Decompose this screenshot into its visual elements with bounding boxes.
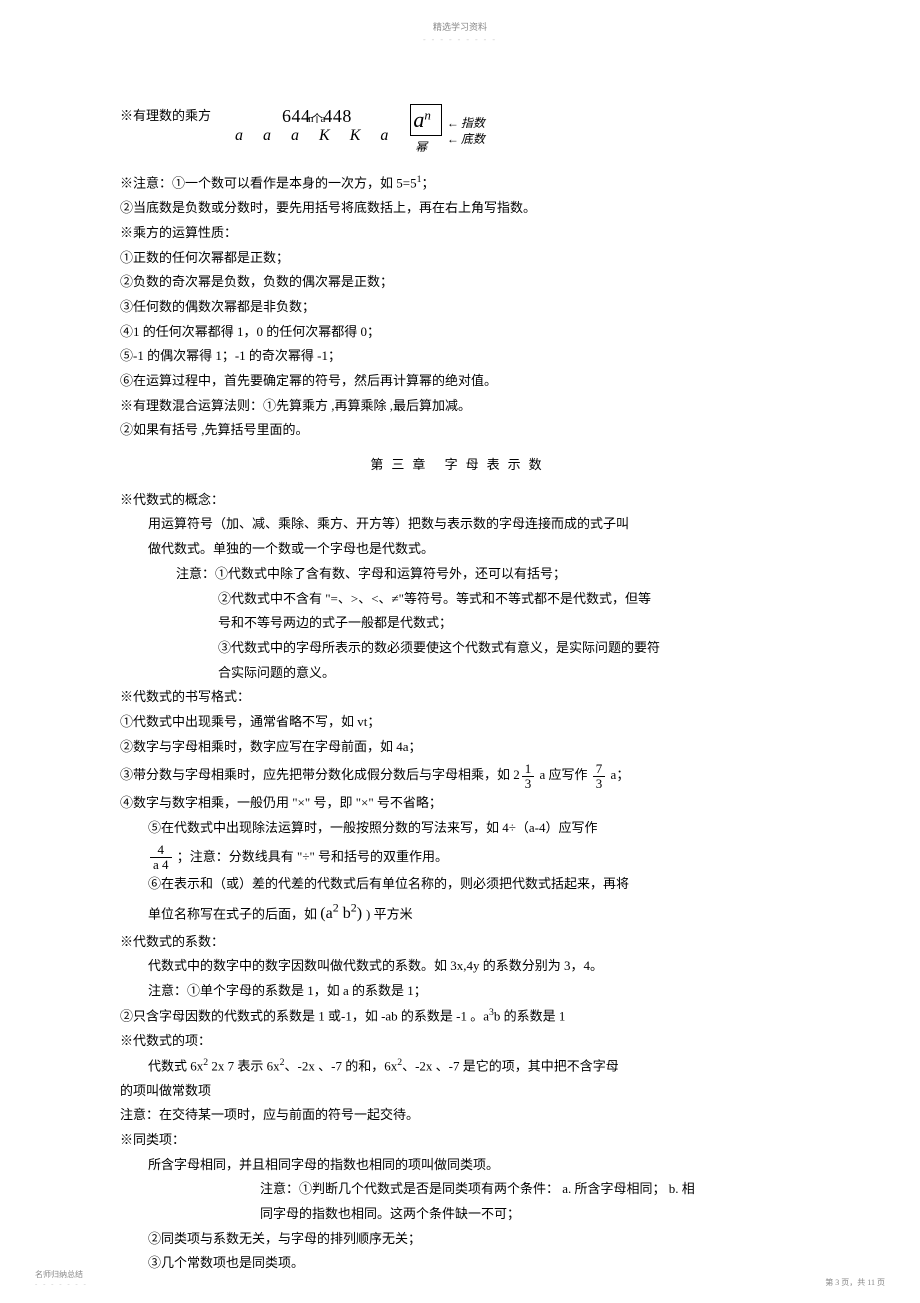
text-line: ※代数式的系数： — [120, 930, 800, 955]
power-under-label: 幂 — [400, 136, 442, 159]
text-line: ※同类项： — [120, 1128, 800, 1153]
text-line: 号和不等号两边的式子一般都是代数式； — [120, 611, 800, 636]
exponent-label: 指数 — [447, 116, 485, 132]
text-line: ②负数的奇次幂是负数，负数的偶次幂是正数； — [120, 270, 800, 295]
text-line: ※注意：①一个数可以看作是本身的一次方，如 5=51； — [120, 171, 800, 196]
text-line: 注意：①代数式中除了含有数、字母和运算符号外，还可以有括号； — [120, 562, 800, 587]
text-line: ⑥在运算过程中，首先要确定幂的符号，然后再计算幂的绝对值。 — [120, 369, 800, 394]
text-line: ※乘方的运算性质： — [120, 221, 800, 246]
text-line: ③任何数的偶数次幂都是非负数； — [120, 295, 800, 320]
text-line: 做代数式。单独的一个数或一个字母也是代数式。 — [120, 537, 800, 562]
text-line: ※代数式的书写格式： — [120, 685, 800, 710]
text-line: ④1 的任何次幂都得 1，0 的任何次幂都得 0； — [120, 320, 800, 345]
text-line-fraction: 4a 4 ；注意：分数线具有 "÷" 号和括号的双重作用。 — [120, 841, 800, 873]
fraction: 73 — [593, 762, 606, 792]
text-line: 注意：在交待某一项时，应与前面的符号一起交待。 — [120, 1103, 800, 1128]
brace-content: a a a K K a — [231, 121, 400, 151]
formula-row: ※有理数的乘方 6 4 4n个a4 4 8 a a a K K a an 幂 指… — [120, 104, 800, 159]
text-line: ②如果有括号 ,先算括号里面的。 — [120, 418, 800, 443]
text-line: 单位名称写在式子的后面，如 (a2 b2) ) 平方米 — [120, 897, 800, 930]
text-line: 用运算符号（加、减、乘除、乘方、开方等）把数与表示数的字母连接而成的式子叫 — [120, 512, 800, 537]
text-line: ①代数式中出现乘号，通常省略不写，如 vt； — [120, 710, 800, 735]
text-line: ⑤在代数式中出现除法运算时，一般按照分数的写法来写，如 4÷（a-4）应写作 — [120, 816, 800, 841]
text-line: ②同类项与系数无关，与字母的排列顺序无关； — [120, 1227, 800, 1252]
power-box: an — [410, 104, 442, 136]
text-line: ※代数式的项： — [120, 1029, 800, 1054]
footer-right: 第 3 页，共 11 页 — [825, 1277, 885, 1288]
text-line: ②只含字母因数的代数式的系数是 1 或-1，如 -ab 的系数是 -1 。a3b… — [120, 1004, 800, 1029]
header-text: 精选学习资料 — [120, 20, 800, 33]
text-line: ③代数式中的字母所表示的数必须要使这个代数式有意义，是实际问题的要符 — [120, 636, 800, 661]
text-line: ④数字与数字相乘，一般仍用 "×" 号，即 "×" 号不省略； — [120, 791, 800, 816]
text-line: 注意：①判断几个代数式是否是同类项有两个条件： a. 所含字母相同； b. 相 — [120, 1177, 800, 1202]
text-line-fraction: ③带分数与字母相乘时，应先把带分数化成假分数后与字母相乘，如 213 a 应写作… — [120, 759, 800, 791]
text-line: ③几个常数项也是同类项。 — [120, 1251, 800, 1276]
text-line: 注意：①单个字母的系数是 1，如 a 的系数是 1； — [120, 979, 800, 1004]
fraction: 4a 4 — [150, 843, 172, 873]
base-label: 底数 — [447, 132, 485, 148]
text-line: 同字母的指数也相同。这两个条件缺一不可； — [120, 1202, 800, 1227]
brace-top-label: 6 4 4n个a4 4 8 — [231, 112, 400, 121]
text-line: ※代数式的概念： — [120, 488, 800, 513]
overbrace: 6 4 4n个a4 4 8 a a a K K a — [231, 112, 400, 152]
formula-group: 6 4 4n个a4 4 8 a a a K K a an 幂 指数 底数 — [231, 104, 485, 159]
arrow-labels: 指数 底数 — [447, 116, 485, 147]
text-line: ⑥在表示和（或）差的代差的代数式后有单位名称的，则必须把代数式括起来，再将 — [120, 872, 800, 897]
text-line: ①正数的任何次幂都是正数； — [120, 246, 800, 271]
document-content: ※有理数的乘方 6 4 4n个a4 4 8 a a a K K a an 幂 指… — [120, 104, 800, 1276]
formula-label: ※有理数的乘方 — [120, 104, 211, 129]
text-line: 合实际问题的意义。 — [120, 661, 800, 686]
chapter-title: 第三章 字母表示数 — [120, 453, 800, 478]
text-line: ②数字与字母相乘时，数字应写在字母前面，如 4a； — [120, 735, 800, 760]
text-line: ⑤-1 的偶次幂得 1；-1 的奇次幂得 -1； — [120, 344, 800, 369]
fraction: 13 — [522, 762, 535, 792]
text-line: 代数式中的数字中的数字因数叫做代数式的系数。如 3x,4y 的系数分别为 3，4… — [120, 954, 800, 979]
header-dashes: - - - - - - - - - — [120, 35, 800, 44]
text-line: 的项叫做常数项 — [120, 1079, 800, 1104]
footer-left: 名师归纳总结 - - - - - - - — [35, 1269, 88, 1288]
text-line: ②代数式中不含有 "=、>、<、≠"等符号。等式和不等式都不是代数式，但等 — [120, 587, 800, 612]
text-line: ②当底数是负数或分数时，要先用括号将底数括上，再在右上角写指数。 — [120, 196, 800, 221]
text-line: 所含字母相同，并且相同字母的指数也相同的项叫做同类项。 — [120, 1153, 800, 1178]
text-line: ※有理数混合运算法则：①先算乘方 ,再算乘除 ,最后算加减。 — [120, 394, 800, 419]
text-line: 代数式 6x2 2x 7 表示 6x2、-2x 、-7 的和，6x2、-2x 、… — [120, 1054, 800, 1079]
